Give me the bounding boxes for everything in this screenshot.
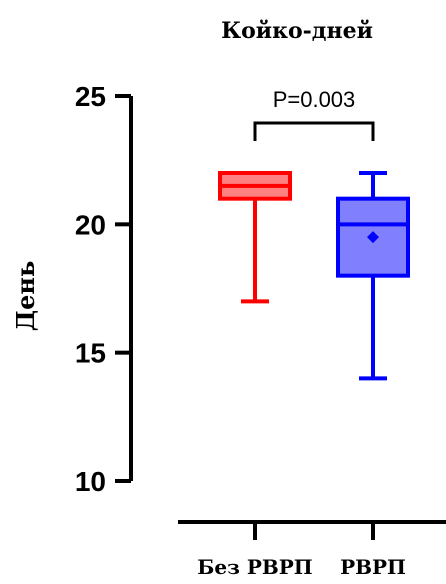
mean-marker xyxy=(367,231,379,244)
y-tick-label: 15 xyxy=(75,338,106,369)
chart-title: Койко-дней xyxy=(221,18,373,44)
p-value-annotation: P=0.003 xyxy=(273,87,356,112)
significance-bracket xyxy=(253,121,375,141)
y-tick-label: 25 xyxy=(75,81,106,112)
y-tick-label: 20 xyxy=(75,209,106,240)
y-tick-label: 10 xyxy=(75,466,106,497)
x-category-label: РВРП xyxy=(340,555,406,579)
y-axis-label: День xyxy=(11,261,40,331)
x-category-label: Без РВРП xyxy=(197,555,312,579)
box-2 xyxy=(336,171,410,381)
box-1 xyxy=(218,171,292,304)
